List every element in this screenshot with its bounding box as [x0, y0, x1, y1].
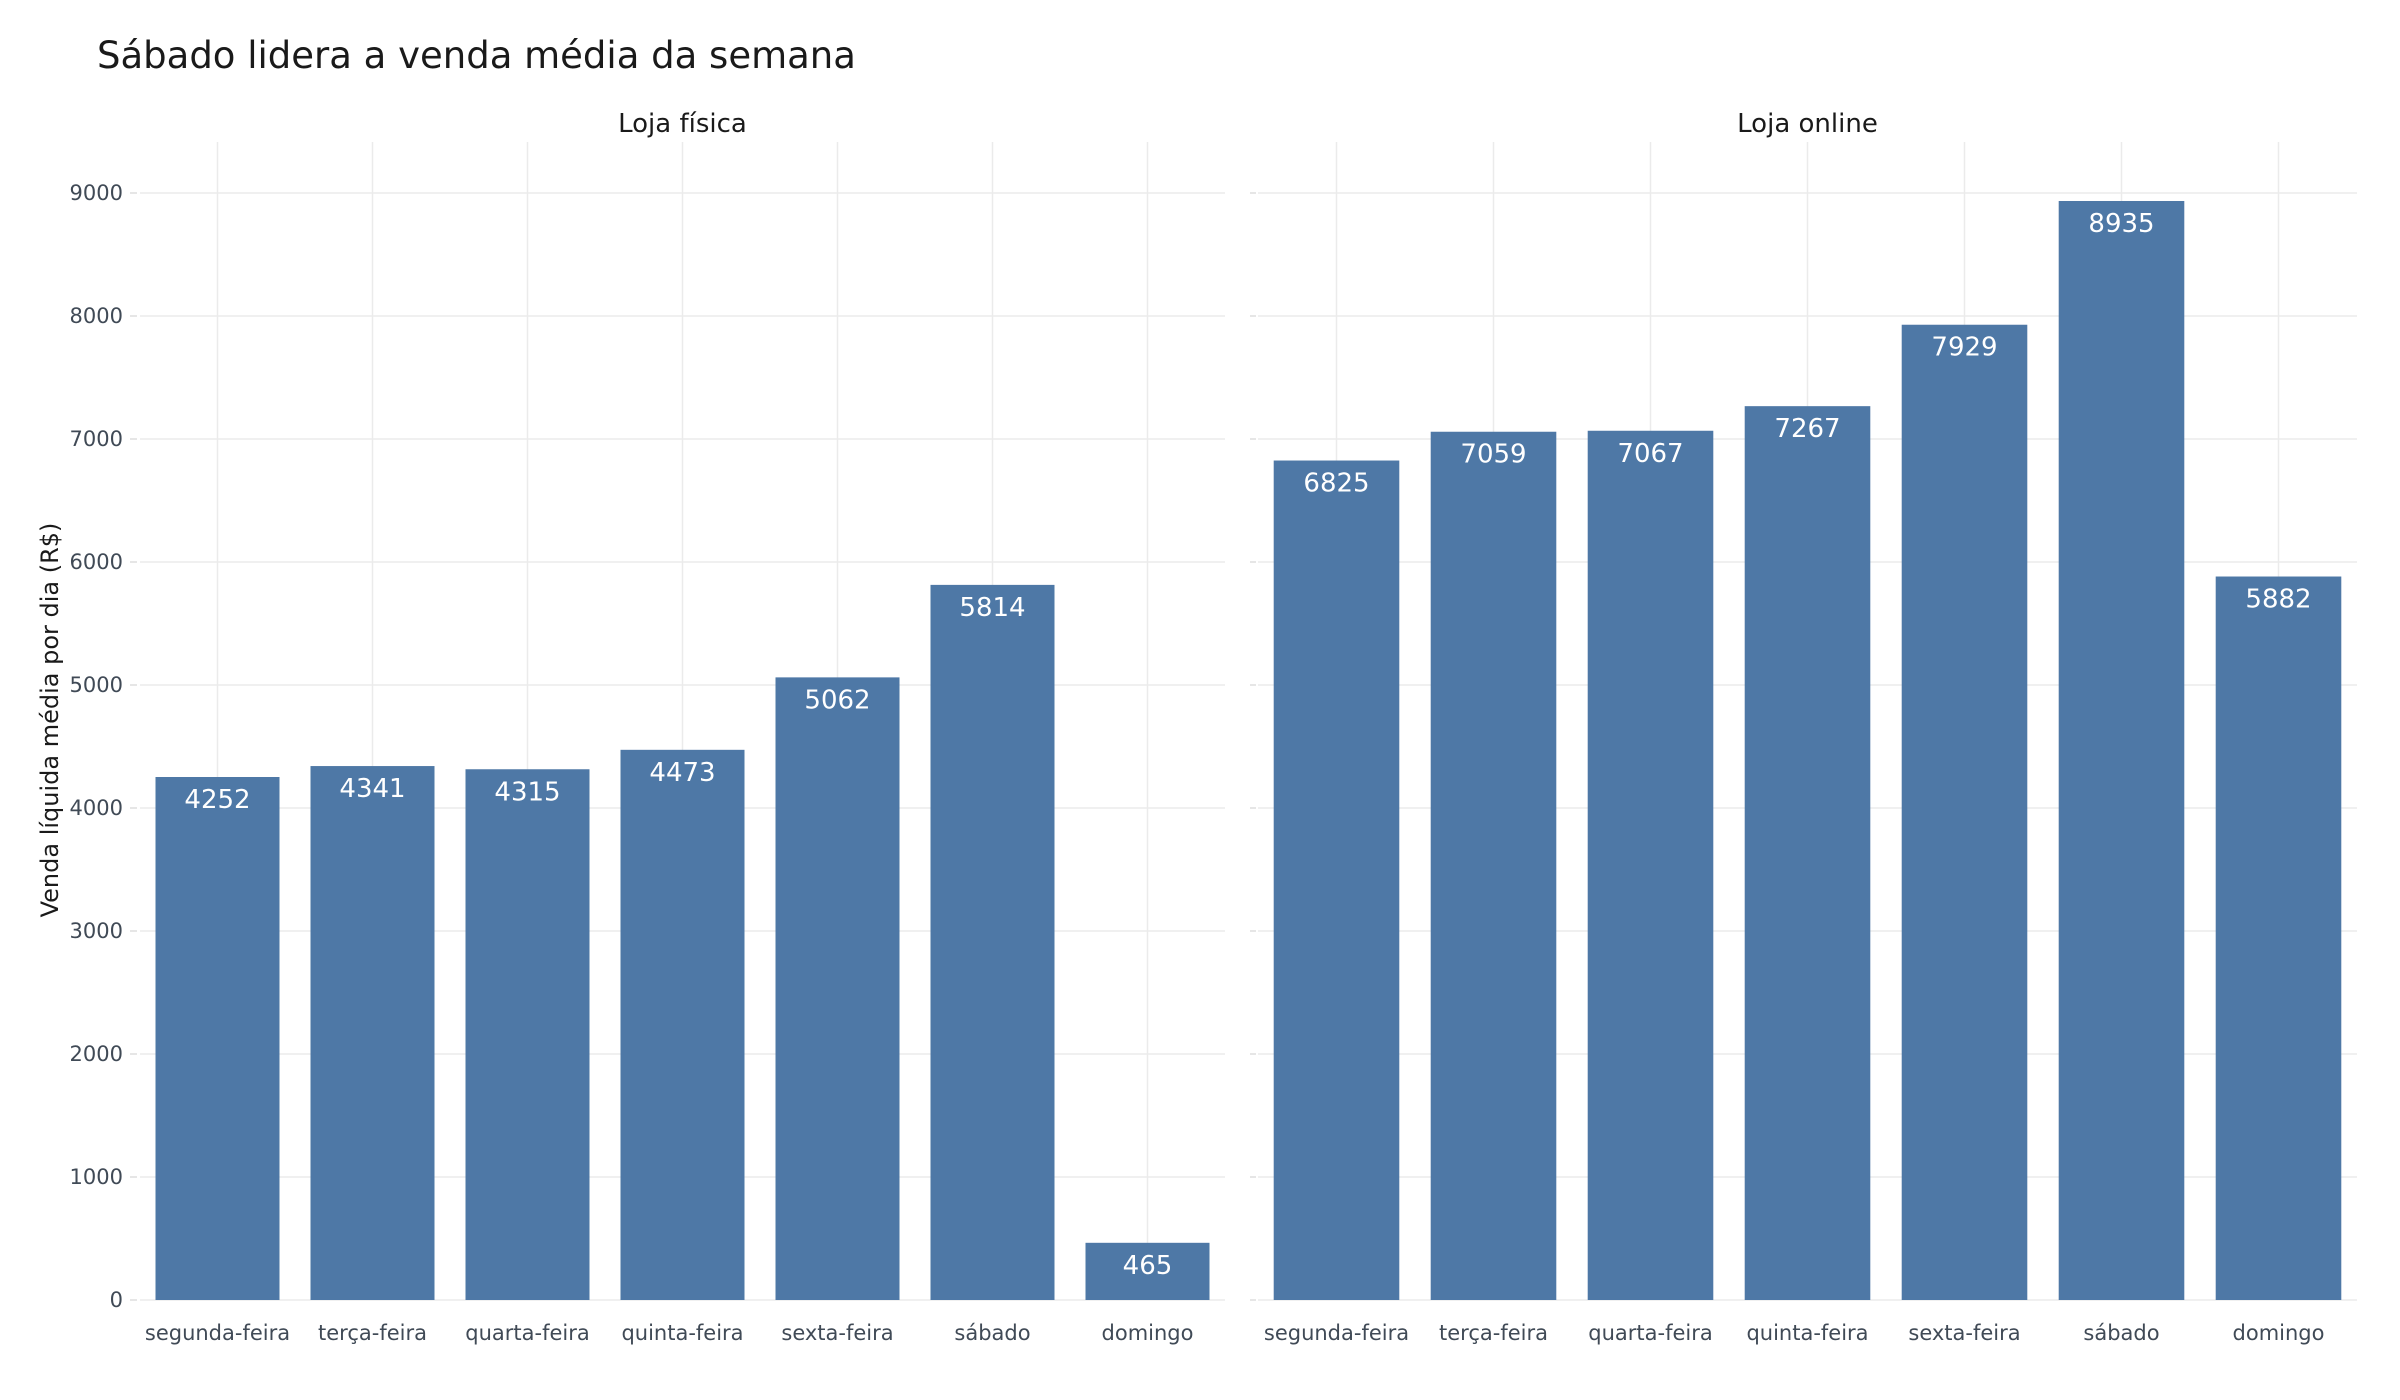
data-label: 8935 [2088, 209, 2154, 239]
y-tick-label: 3000 [70, 919, 123, 943]
x-tick-label: terça-feira [1439, 1321, 1548, 1345]
bar [155, 777, 280, 1300]
data-label: 465 [1123, 1251, 1173, 1281]
bar [2215, 576, 2342, 1300]
data-label: 7067 [1617, 439, 1683, 469]
bar [1587, 430, 1714, 1300]
y-tick-label: 0 [110, 1288, 123, 1312]
x-tick-label: quinta-feira [621, 1321, 743, 1345]
bar [1085, 1242, 1210, 1300]
data-label: 4315 [494, 777, 560, 807]
y-axis-title: Venda líquida média por dia (R$) [36, 523, 64, 918]
x-tick-label: sábado [954, 1321, 1030, 1345]
x-tick-label: domingo [1102, 1321, 1194, 1345]
y-tick-label: 8000 [70, 304, 123, 328]
y-tick-label: 2000 [70, 1042, 123, 1066]
x-tick-label: sexta-feira [1908, 1321, 2020, 1345]
bar [1901, 324, 2028, 1300]
bar [2058, 200, 2185, 1300]
data-label: 6825 [1303, 469, 1369, 499]
bar [310, 766, 435, 1300]
bars [155, 200, 2342, 1300]
chart-title: Sábado lidera a venda média da semana [97, 34, 856, 77]
y-tick-label: 6000 [70, 550, 123, 574]
data-label: 5814 [959, 593, 1025, 623]
bar [1430, 431, 1557, 1300]
x-tick-label: segunda-feira [145, 1321, 290, 1345]
data-label: 7267 [1774, 414, 1840, 444]
data-label: 7059 [1460, 440, 1526, 470]
bar [775, 677, 900, 1300]
bar [1273, 460, 1400, 1300]
labels: 0 1000 2000 3000 4000 5000 6000 7000 8000 9000 Loj… [70, 109, 2325, 1345]
x-tick-label: quarta-feira [465, 1321, 589, 1345]
x-tick-label: quarta-feira [1588, 1321, 1712, 1345]
bar [465, 769, 590, 1300]
data-label: 5882 [2245, 585, 2311, 615]
bar [620, 749, 745, 1300]
y-tick-label: 1000 [70, 1165, 123, 1189]
y-tick-label: 7000 [70, 427, 123, 451]
x-tick-label: domingo [2233, 1321, 2325, 1345]
y-tick-label: 4000 [70, 796, 123, 820]
data-label: 7929 [1931, 333, 1997, 363]
data-label: 4341 [339, 774, 405, 804]
facet-title: Loja física [618, 109, 747, 139]
facet-title: Loja online [1737, 109, 1878, 139]
y-tick-label: 5000 [70, 673, 123, 697]
data-label: 4473 [649, 758, 715, 788]
bar [930, 584, 1055, 1300]
x-tick-label: terça-feira [318, 1321, 427, 1345]
x-tick-label: quinta-feira [1746, 1321, 1868, 1345]
bar [1744, 406, 1871, 1300]
x-tick-label: sábado [2083, 1321, 2159, 1345]
data-label: 4252 [184, 785, 250, 815]
y-tick-label: 9000 [70, 181, 123, 205]
x-tick-label: segunda-feira [1264, 1321, 1409, 1345]
x-tick-label: sexta-feira [781, 1321, 893, 1345]
data-label: 5062 [804, 685, 870, 715]
